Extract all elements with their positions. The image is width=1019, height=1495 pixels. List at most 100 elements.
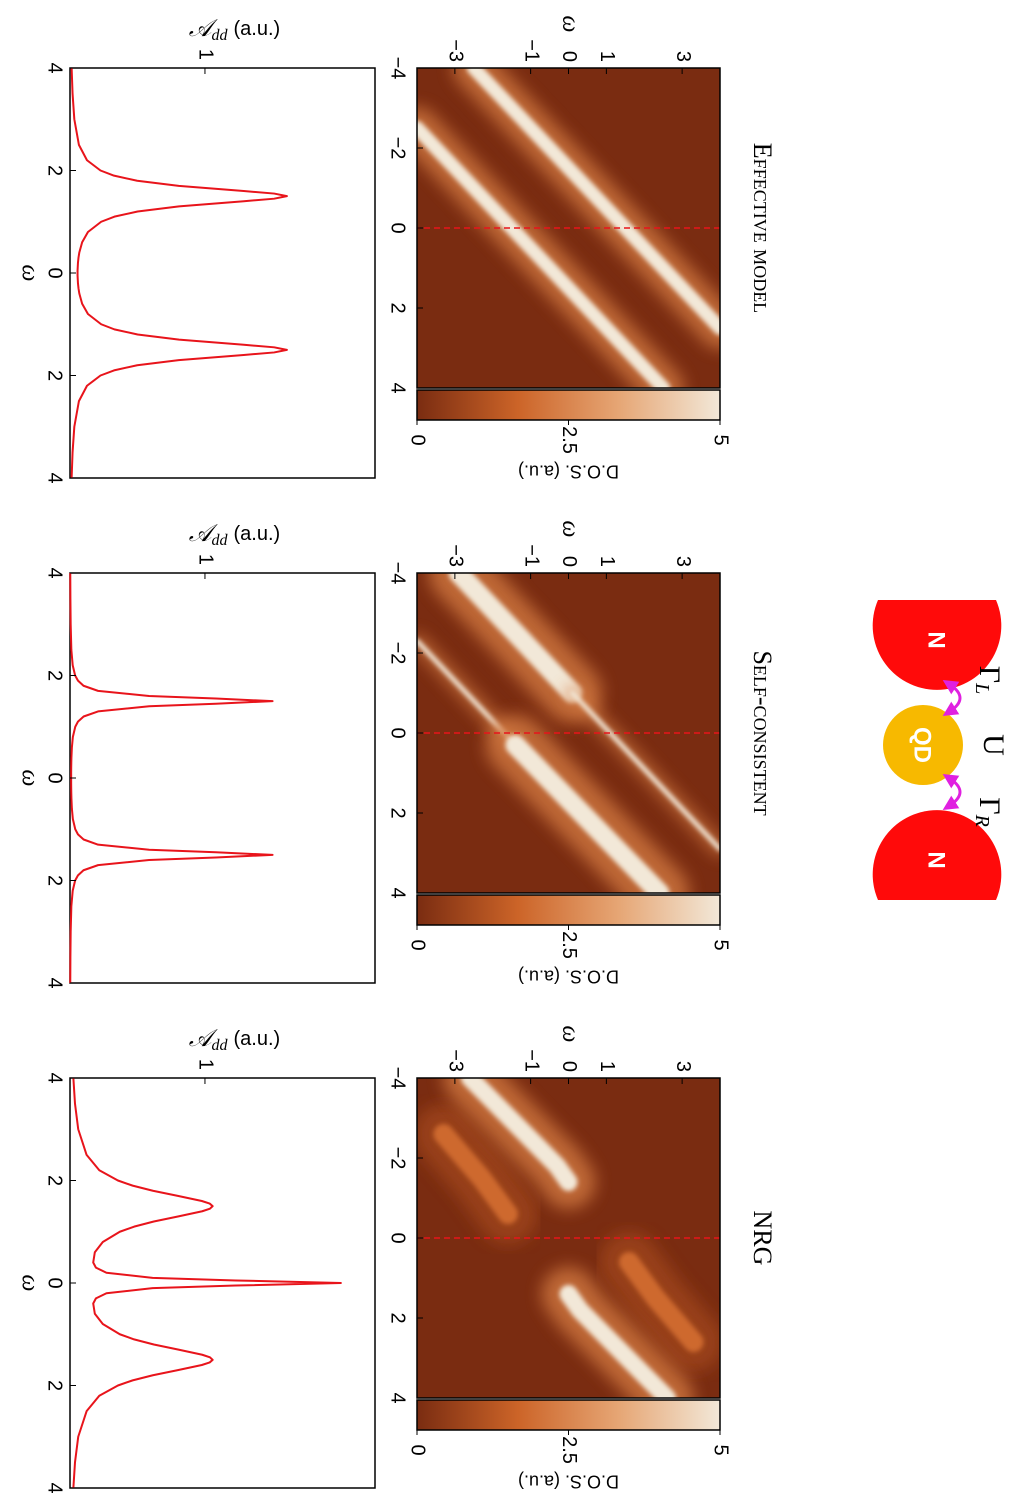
x-tick-label: 2: [44, 165, 66, 176]
y-tick-label: −1: [520, 544, 542, 567]
y-tick-label: −1: [520, 39, 542, 62]
coupling-right-label: ΓR: [971, 797, 1006, 827]
y-axis-label: 𝒜dd (a.u.): [189, 521, 280, 549]
x-tick-label: 2: [44, 670, 66, 681]
colorbar: [416, 894, 721, 926]
ridge: [433, 1124, 518, 1224]
label-unit: (a.u.): [234, 18, 281, 40]
x-tick-label: −2: [387, 642, 409, 665]
subscript: L: [971, 682, 993, 694]
colorbar-label: D.O.S. (a.u.): [518, 1471, 619, 1491]
label-subscript: dd: [212, 1037, 229, 1054]
y-tick-label: −3: [445, 544, 467, 567]
colorbar-tick-label: 5: [710, 1444, 732, 1455]
rotated-figure: N N QD ΓL U ΓR Effective model−4−2024−3−…: [16, 16, 1010, 1494]
y-axis-label: 𝒜dd (a.u.): [189, 1026, 280, 1054]
y-tick-label: 0: [558, 51, 580, 62]
x-tick-label: 0: [387, 222, 409, 233]
y-tick-label: 3: [672, 1061, 694, 1072]
coupling-arrow: [942, 679, 962, 717]
y-tick-label: −3: [445, 39, 467, 62]
x-tick-label: 4: [44, 977, 66, 988]
x-tick-label: 4: [44, 1072, 66, 1083]
x-tick-label: 4: [387, 887, 409, 898]
heatmap-ridges: [417, 573, 720, 893]
colorbar-tick-label: 2.5: [558, 931, 580, 959]
x-tick-label: 2: [44, 370, 66, 381]
x-axis-label: ω: [16, 770, 42, 787]
x-tick-label: −2: [387, 137, 409, 160]
x-tick-label: 0: [44, 267, 66, 278]
x-tick-label: 0: [44, 1277, 66, 1288]
right-lead-label: N: [923, 851, 950, 868]
y-axis-label: ω: [557, 1026, 583, 1043]
spectral-line: [70, 67, 288, 479]
label-unit: (a.u.): [234, 1028, 281, 1050]
y-tick-label: 0: [558, 556, 580, 567]
label-subscript: dd: [212, 27, 229, 44]
x-tick-label: −2: [387, 1147, 409, 1170]
y-axis-label: ω: [557, 521, 583, 538]
x-tick-label: 4: [44, 472, 66, 483]
x-tick-label: 4: [44, 567, 66, 578]
ridge: [466, 68, 720, 335]
x-tick-label: −4: [387, 1067, 409, 1090]
x-tick-label: 2: [387, 302, 409, 313]
ridge: [619, 1252, 704, 1352]
label-subscript: dd: [212, 532, 229, 549]
ridge: [448, 573, 583, 703]
label-unit: (a.u.): [234, 523, 281, 545]
right-lead: [872, 810, 1002, 900]
x-tick-label: 0: [44, 772, 66, 783]
x-tick-label: 0: [387, 727, 409, 738]
x-axis-label: ω: [16, 1275, 42, 1292]
x-tick-label: 2: [44, 1380, 66, 1391]
subscript: R: [971, 814, 993, 827]
coupling-arrow: [942, 773, 962, 811]
left-lead-label: N: [923, 631, 950, 648]
heatmap-ridges: [417, 68, 720, 388]
x-tick-label: 4: [387, 382, 409, 393]
y-tick-label: −1: [520, 1049, 542, 1072]
y-axis-label: 𝒜dd (a.u.): [189, 16, 280, 44]
panel-title: NRG: [748, 1211, 777, 1266]
y-tick-label: 3: [672, 556, 694, 567]
x-tick-label: 2: [44, 875, 66, 886]
left-lead: [872, 600, 1002, 690]
x-tick-label: 2: [387, 1312, 409, 1323]
y-tick-label: 1: [195, 554, 217, 565]
colorbar-tick-label: 0: [407, 1444, 429, 1455]
x-axis-label: ω: [16, 265, 42, 282]
symbol: Γ: [973, 797, 1006, 814]
symbol: Γ: [973, 666, 1006, 683]
colorbar-label: D.O.S. (a.u.): [518, 461, 619, 481]
quantum-dot: [883, 705, 963, 785]
x-tick-label: −4: [387, 57, 409, 80]
panel-title: Self-consistent: [748, 650, 777, 815]
y-tick-label: 1: [596, 51, 618, 62]
interaction-label: U: [977, 734, 1010, 756]
y-tick-label: 1: [195, 49, 217, 60]
colorbar-tick-label: 2.5: [558, 426, 580, 454]
x-tick-label: −4: [387, 562, 409, 585]
colorbar-tick-label: 0: [407, 939, 429, 950]
y-tick-label: 1: [596, 1061, 618, 1072]
colorbar-tick-label: 0: [407, 434, 429, 445]
panel-title: Effective model: [748, 143, 777, 313]
ridge: [505, 735, 670, 893]
ridge: [461, 1078, 578, 1191]
colorbar: [416, 1399, 721, 1431]
colorbar-tick-label: 5: [710, 434, 732, 445]
coupling-left-label: ΓL: [971, 666, 1006, 694]
colorbar-label: D.O.S. (a.u.): [518, 966, 619, 986]
colorbar: [416, 389, 721, 421]
x-tick-label: 4: [44, 62, 66, 73]
x-tick-label: 4: [44, 1482, 66, 1493]
y-tick-label: 3: [672, 51, 694, 62]
y-tick-label: 1: [195, 1059, 217, 1070]
ridge: [417, 121, 671, 388]
x-tick-label: 4: [387, 1392, 409, 1403]
dot-label: QD: [909, 727, 936, 763]
y-tick-label: −3: [445, 1049, 467, 1072]
